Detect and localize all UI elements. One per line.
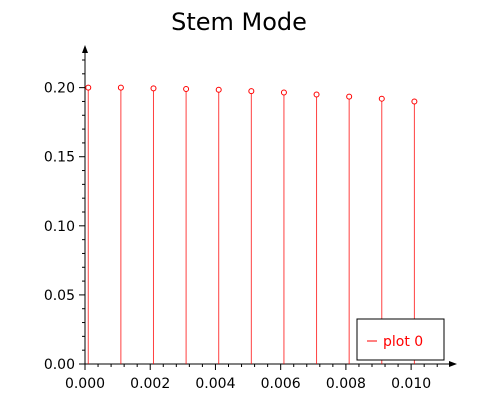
chart-title: Stem Mode bbox=[171, 8, 307, 36]
axes: 0.00 0.05 0.10 0.15 0.20 0.000 0.002 0.004 0.006… bbox=[44, 45, 457, 392]
y-tick-label: 0.15 bbox=[44, 150, 75, 166]
y-tick-label: 0.00 bbox=[44, 357, 75, 373]
legend: plot 0 bbox=[356, 318, 445, 361]
y-tick-label: 0.20 bbox=[44, 81, 75, 97]
y-tick-label: 0.10 bbox=[44, 219, 75, 235]
x-tick-label: 0.004 bbox=[195, 376, 235, 392]
x-tick-label: 0.000 bbox=[65, 376, 105, 392]
stem-marker bbox=[85, 84, 92, 91]
stem-marker bbox=[150, 85, 157, 92]
stem-marker bbox=[117, 84, 124, 91]
legend-box bbox=[356, 318, 445, 361]
x-tick-label: 0.010 bbox=[391, 376, 431, 392]
y-tick-label: 0.05 bbox=[44, 288, 75, 304]
legend-entry-label: plot 0 bbox=[383, 334, 423, 350]
x-tick-label: 0.006 bbox=[261, 376, 301, 392]
stem-marker bbox=[280, 89, 287, 96]
stem-marker bbox=[313, 91, 320, 98]
stem-marker bbox=[411, 98, 418, 105]
stem-marker bbox=[215, 86, 222, 93]
stem-marker bbox=[378, 95, 385, 102]
stem-marker bbox=[183, 86, 190, 93]
x-axis-arrow bbox=[449, 361, 457, 367]
y-axis-arrow bbox=[82, 45, 88, 53]
stem-marker bbox=[248, 88, 255, 95]
x-tick-label: 0.008 bbox=[326, 376, 366, 392]
stem-marker bbox=[346, 93, 353, 100]
x-tick-label: 0.002 bbox=[130, 376, 170, 392]
